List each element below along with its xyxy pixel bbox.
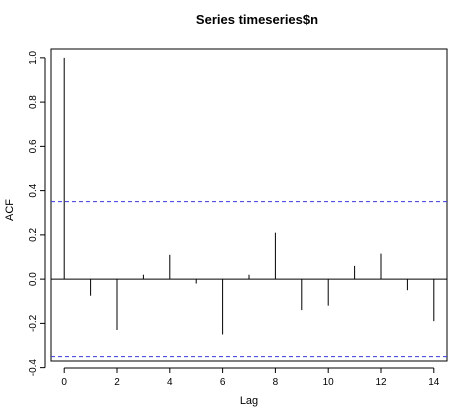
y-tick-label: 0.2 — [28, 227, 39, 241]
x-axis-label: Lag — [240, 395, 258, 407]
x-tick-label: 12 — [375, 377, 387, 388]
x-tick-label: 4 — [167, 377, 173, 388]
y-tick-label: 0.4 — [28, 183, 39, 197]
x-tick-label: 0 — [61, 377, 67, 388]
y-tick-label: 0.0 — [28, 272, 39, 286]
chart-title: Series timeseries$n — [196, 12, 318, 27]
x-tick-label: 2 — [114, 377, 120, 388]
y-tick-label: -0.2 — [28, 314, 39, 332]
acf-spikes — [51, 57, 447, 335]
y-tick-label: 1.0 — [28, 50, 39, 64]
x-tick-label: 8 — [273, 377, 279, 388]
y-tick-label: -0.4 — [28, 359, 39, 377]
x-axis: 0 2 4 6 8 10 12 14 — [61, 367, 440, 388]
y-axis: -0.4 -0.2 0.0 0.2 0.4 0.6 0.8 1.0 — [28, 50, 46, 377]
y-tick-label: 0.8 — [28, 95, 39, 109]
confidence-bounds — [51, 201, 447, 358]
x-tick-label: 14 — [428, 377, 440, 388]
x-tick-label: 6 — [220, 377, 226, 388]
y-axis-label: ACF — [4, 199, 16, 221]
plot-frame — [50, 48, 448, 362]
y-tick-label: 0.6 — [28, 139, 39, 153]
x-tick-label: 10 — [323, 377, 335, 388]
